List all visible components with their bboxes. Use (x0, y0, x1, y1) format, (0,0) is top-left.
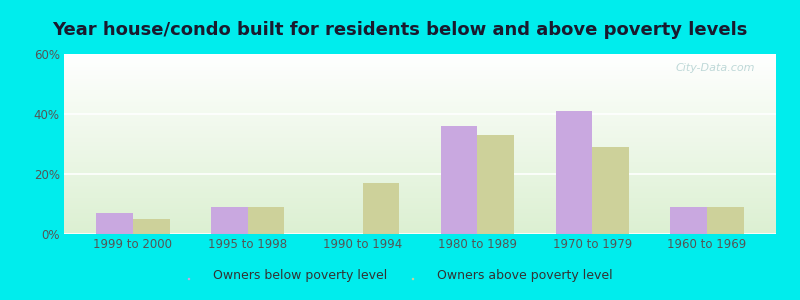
Bar (211, 207, 248, 234)
Bar (362, 183, 399, 234)
Bar (248, 207, 285, 234)
Bar (96, 213, 133, 234)
Bar (555, 111, 592, 234)
Bar (707, 207, 744, 234)
Bar (592, 147, 629, 234)
Legend: Owners below poverty level, Owners above poverty level: Owners below poverty level, Owners above… (182, 262, 618, 288)
Text: Year house/condo built for residents below and above poverty levels: Year house/condo built for residents bel… (52, 21, 748, 39)
Bar (441, 126, 478, 234)
Text: City-Data.com: City-Data.com (675, 63, 754, 73)
Bar (478, 135, 514, 234)
Bar (670, 207, 707, 234)
Bar (133, 219, 170, 234)
